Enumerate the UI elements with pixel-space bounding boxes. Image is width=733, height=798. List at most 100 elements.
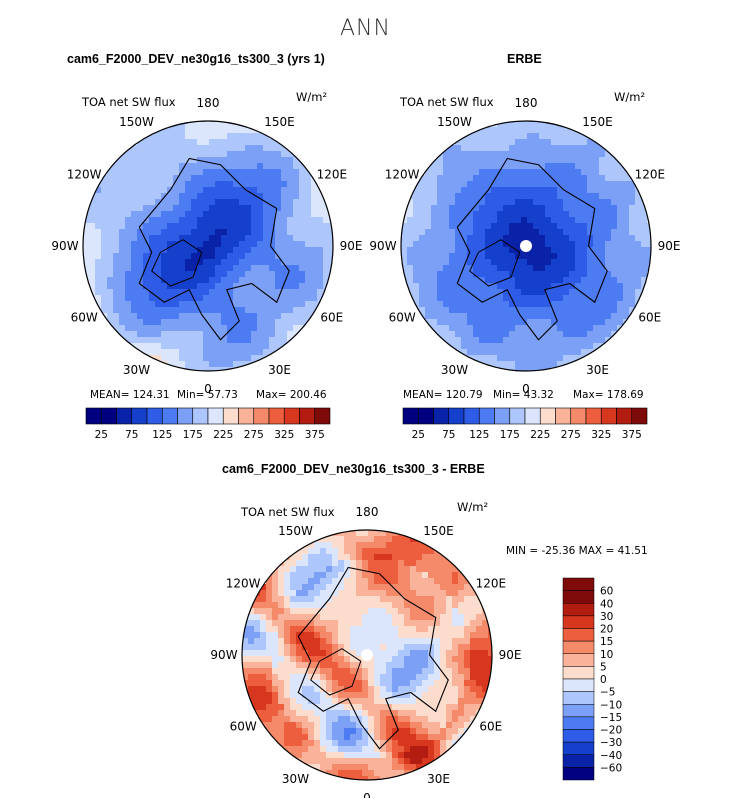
colorbar-box [562, 678, 595, 692]
colorbar-box [562, 577, 595, 591]
panel1-max: Max= 200.46 [256, 389, 327, 401]
lon-label-120w: 120W [385, 168, 420, 182]
colorbar-tick-label: 20 [600, 624, 613, 636]
colorbar-tick-label: −30 [600, 737, 622, 749]
lon-label-120w: 120W [67, 168, 102, 182]
colorbar-tick-label: 15 [600, 636, 613, 648]
map-border-1 [82, 120, 334, 372]
colorbar-box [478, 407, 495, 425]
panel1-variable-label: TOA net SW flux [82, 95, 176, 109]
lon-label-30w: 30W [441, 363, 468, 377]
colorbar-tick-label: 5 [600, 661, 607, 673]
coastline-3 [297, 566, 449, 750]
lon-label-120w: 120W [226, 577, 261, 591]
colorbar-tick-label: −60 [600, 762, 622, 774]
lon-label-0: 0 [363, 791, 371, 798]
colorbar-box [562, 603, 595, 617]
colorbar-panel2: 25 75 125 175 225 275 325 375 [402, 407, 648, 441]
colorbar-box [562, 754, 595, 768]
lon-label-150w: 150W [278, 524, 313, 538]
colorbar-tick-label: 60 [600, 586, 613, 598]
lon-label-30e: 30E [586, 363, 609, 377]
panel2-units-label: W/m² [614, 90, 646, 104]
colorbar-box [570, 407, 587, 425]
colorbar-box [562, 628, 595, 642]
panel1-mean: MEAN= 124.31 [90, 389, 170, 401]
colorbar-box [314, 407, 331, 425]
colorbar-box [417, 407, 434, 425]
lon-label-150w: 150W [119, 115, 154, 129]
lon-label-60w: 60W [230, 720, 257, 734]
colorbar-tick-label: 275 [561, 429, 581, 441]
colorbar-tick-label: 10 [600, 649, 613, 661]
colorbar-tick-label: 0 [600, 674, 607, 686]
colorbar-box [585, 407, 602, 425]
colorbar-box [222, 407, 239, 425]
figure-title: ANN [340, 16, 391, 41]
colorbar-tick-label: 275 [244, 429, 264, 441]
colorbar-tick-label: 225 [530, 429, 550, 441]
lon-label-120e: 120E [476, 577, 507, 591]
colorbar-box [238, 407, 255, 425]
pole-missing-data [361, 649, 373, 661]
lon-label-90w: 90W [210, 648, 237, 662]
colorbar-tick-label: 175 [183, 429, 203, 441]
lon-label-180: 180 [197, 96, 220, 110]
colorbar-box [463, 407, 480, 425]
colorbar-box [494, 407, 511, 425]
colorbar-tick-label: 325 [274, 429, 294, 441]
colorbar-tick-label: −10 [600, 699, 622, 711]
lon-label-30w: 30W [123, 363, 150, 377]
lon-label-0: 0 [522, 382, 530, 396]
panel2-min: Min= 43.32 [493, 389, 554, 401]
colorbar-box [177, 407, 194, 425]
panel3-min-max: MIN = -25.36 MAX = 41.51 [506, 545, 648, 557]
lon-label-180: 180 [515, 96, 538, 110]
colorbar-tick-label: 375 [305, 429, 325, 441]
greenland-outline-3 [310, 648, 362, 696]
colorbar-box [616, 407, 633, 425]
colorbar-box [562, 691, 595, 705]
colorbar-tick-label: 75 [442, 429, 455, 441]
colorbar-box [562, 704, 595, 718]
coastline-2 [456, 157, 608, 341]
lon-label-120e: 120E [317, 168, 348, 182]
colorbar-box [562, 716, 595, 730]
colorbar-box [146, 407, 163, 425]
colorbar-box [116, 407, 133, 425]
lon-label-120e: 120E [635, 168, 666, 182]
greenland-outline-1 [151, 239, 203, 287]
colorbar-box [299, 407, 316, 425]
panel2-title: ERBE [507, 52, 542, 66]
colorbar-tick-label: −20 [600, 725, 622, 737]
lon-label-30e: 30E [427, 772, 450, 786]
panel3-units-label: W/m² [457, 500, 489, 514]
colorbar-tick-label: 30 [600, 611, 613, 623]
colorbar-box [631, 407, 648, 425]
panel2-mean: MEAN= 120.79 [403, 389, 483, 401]
map-panel-1: 180 150E 120E 90E 60E 30E 0 30W 60W 90W 120W 150W [51, 96, 362, 396]
lon-label-0: 0 [204, 382, 212, 396]
greenland-outline-2 [469, 239, 521, 287]
panel1-title: cam6_F2000_DEV_ne30g16_ts300_3 (yrs 1) [67, 52, 325, 66]
colorbar-box [100, 407, 117, 425]
colorbar-box [509, 407, 526, 425]
colorbar-tick-label: 325 [591, 429, 611, 441]
colorbar-tick-label: 40 [600, 598, 613, 610]
colorbar-box [192, 407, 209, 425]
pole-missing-data [520, 240, 532, 252]
colorbar-box [433, 407, 450, 425]
colorbar-box [562, 615, 595, 629]
colorbar-box [131, 407, 148, 425]
lon-label-150e: 150E [264, 115, 295, 129]
colorbar-box [268, 407, 285, 425]
colorbar-tick-label: 125 [152, 429, 172, 441]
colorbar-box [283, 407, 300, 425]
colorbar-tick-label: 25 [412, 429, 425, 441]
colorbar-tick-label: 25 [95, 429, 108, 441]
colorbar-tick-label: −5 [600, 687, 615, 699]
map-border-3 [241, 529, 493, 781]
lon-label-90e: 90E [499, 648, 522, 662]
